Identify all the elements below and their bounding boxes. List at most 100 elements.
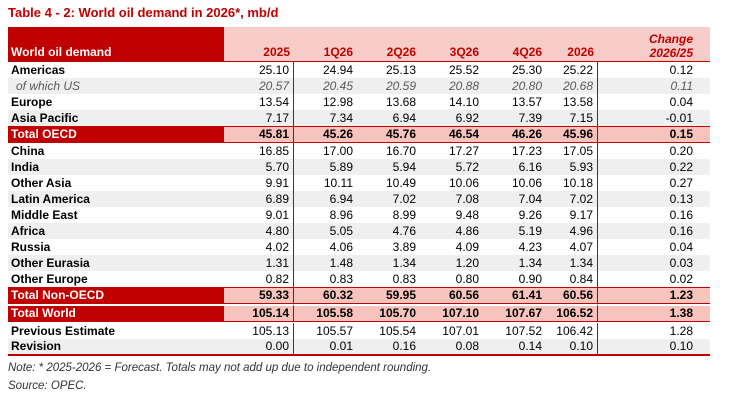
cell-value: 7.17 xyxy=(224,110,294,126)
cell-value: 60.32 xyxy=(294,287,357,304)
cell-value: 0.20 xyxy=(598,143,710,159)
table-row: Previous Estimate 105.13 105.57 105.54 107.0… xyxy=(8,322,710,339)
cell-value: 46.54 xyxy=(420,126,483,143)
cell-value: 0.82 xyxy=(224,271,294,287)
row-label: Total World xyxy=(8,304,224,322)
cell-value: 45.26 xyxy=(294,126,357,143)
cell-value: 1.20 xyxy=(420,255,483,271)
row-label: of which US xyxy=(8,78,224,94)
cell-value: 105.13 xyxy=(224,322,294,339)
cell-value: 45.76 xyxy=(357,126,420,143)
table-row: Europe 13.54 12.98 13.68 14.10 13.57 13.58 0.04 xyxy=(8,94,710,110)
cell-value: 6.94 xyxy=(294,191,357,207)
cell-value: 0.01 xyxy=(294,339,357,356)
cell-value: 10.11 xyxy=(294,175,357,191)
cell-value: 59.33 xyxy=(224,287,294,304)
cell-value: 0.13 xyxy=(598,191,710,207)
row-label: China xyxy=(8,143,224,159)
table-header-row: World oil demand 2025 1Q26 2Q26 3Q26 4Q2… xyxy=(8,27,710,62)
col-header-4q26: 4Q26 xyxy=(483,27,546,62)
cell-value: 0.08 xyxy=(420,339,483,356)
cell-value: 0.00 xyxy=(224,339,294,356)
cell-value: 4.76 xyxy=(357,223,420,239)
cell-value: 46.26 xyxy=(483,126,546,143)
table-row: of which US 20.57 20.45 20.59 20.88 20.80 20.6… xyxy=(8,78,710,94)
cell-value: 0.90 xyxy=(483,271,546,287)
cell-value: 0.16 xyxy=(598,207,710,223)
cell-value: 24.94 xyxy=(294,62,357,78)
cell-value: 17.05 xyxy=(546,143,598,159)
cell-value: 6.89 xyxy=(224,191,294,207)
cell-value: 13.68 xyxy=(357,94,420,110)
col-header-2026: 2026 xyxy=(546,27,598,62)
row-label: Russia xyxy=(8,239,224,255)
cell-value: 16.70 xyxy=(357,143,420,159)
cell-value: 9.01 xyxy=(224,207,294,223)
cell-value: 61.41 xyxy=(483,287,546,304)
cell-value: 6.92 xyxy=(420,110,483,126)
cell-value: 0.22 xyxy=(598,159,710,175)
col-header-change: Change 2026/25 xyxy=(598,27,710,62)
cell-value: 0.80 xyxy=(420,271,483,287)
cell-value: 7.02 xyxy=(357,191,420,207)
cell-value: 20.68 xyxy=(546,78,598,94)
cell-value: 1.34 xyxy=(357,255,420,271)
table-row: Revision 0.00 0.01 0.16 0.08 0.14 0.10 0.10 xyxy=(8,339,710,356)
cell-value: 17.27 xyxy=(420,143,483,159)
row-label: Revision xyxy=(8,339,224,356)
cell-value: 9.48 xyxy=(420,207,483,223)
cell-value: 0.16 xyxy=(357,339,420,356)
cell-value: 1.23 xyxy=(598,287,710,304)
row-label: Total Non-OECD xyxy=(8,287,224,304)
row-label: Total OECD xyxy=(8,126,224,143)
cell-value: 0.16 xyxy=(598,223,710,239)
cell-value: 107.01 xyxy=(420,322,483,339)
cell-value: 106.42 xyxy=(546,322,598,339)
footnote-source: Source: OPEC. xyxy=(8,380,87,392)
cell-value: 20.45 xyxy=(294,78,357,94)
cell-value: 107.10 xyxy=(420,304,483,322)
cell-value: 7.15 xyxy=(546,110,598,126)
cell-value: 9.26 xyxy=(483,207,546,223)
cell-value: 20.88 xyxy=(420,78,483,94)
col-header-2q26: 2Q26 xyxy=(357,27,420,62)
table-row: Total World 105.14 105.58 105.70 107.10 107.6… xyxy=(8,304,710,322)
row-label: Other Eurasia xyxy=(8,255,224,271)
cell-value: 12.98 xyxy=(294,94,357,110)
cell-value: 0.12 xyxy=(598,62,710,78)
table-title: Table 4 - 2: World oil demand in 2026*, … xyxy=(8,5,279,20)
cell-value: 7.34 xyxy=(294,110,357,126)
cell-value: 1.34 xyxy=(546,255,598,271)
cell-value: 1.28 xyxy=(598,322,710,339)
cell-value: 0.11 xyxy=(598,78,710,94)
table-row: Other Eurasia 1.31 1.48 1.34 1.20 1.34 1.34 0.0… xyxy=(8,255,710,271)
cell-value: 13.54 xyxy=(224,94,294,110)
cell-value: 105.54 xyxy=(357,322,420,339)
cell-value: 107.67 xyxy=(483,304,546,322)
cell-value: 4.96 xyxy=(546,223,598,239)
cell-value: 45.96 xyxy=(546,126,598,143)
cell-value: 7.08 xyxy=(420,191,483,207)
cell-value: 105.70 xyxy=(357,304,420,322)
cell-value: 0.04 xyxy=(598,239,710,255)
cell-value: 105.57 xyxy=(294,322,357,339)
cell-value: 4.80 xyxy=(224,223,294,239)
cell-value: 5.70 xyxy=(224,159,294,175)
cell-value: 25.13 xyxy=(357,62,420,78)
row-label: Asia Pacific xyxy=(8,110,224,126)
cell-value: 0.15 xyxy=(598,126,710,143)
cell-value: 5.94 xyxy=(357,159,420,175)
cell-value: 60.56 xyxy=(420,287,483,304)
cell-value: 8.96 xyxy=(294,207,357,223)
table-row: China 16.85 17.00 16.70 17.27 17.23 17.05 0.20 xyxy=(8,143,710,159)
table-row: Total OECD 45.81 45.26 45.76 46.54 46.26 45.96… xyxy=(8,126,710,143)
cell-value: 16.85 xyxy=(224,143,294,159)
col-header-2025: 2025 xyxy=(224,27,294,62)
cell-value: 20.80 xyxy=(483,78,546,94)
row-label: Africa xyxy=(8,223,224,239)
row-label: Middle East xyxy=(8,207,224,223)
cell-value: 106.52 xyxy=(546,304,598,322)
cell-value: 0.10 xyxy=(598,339,710,356)
cell-value: 105.14 xyxy=(224,304,294,322)
table-row: Russia 4.02 4.06 3.89 4.09 4.23 4.07 0.04 xyxy=(8,239,710,255)
